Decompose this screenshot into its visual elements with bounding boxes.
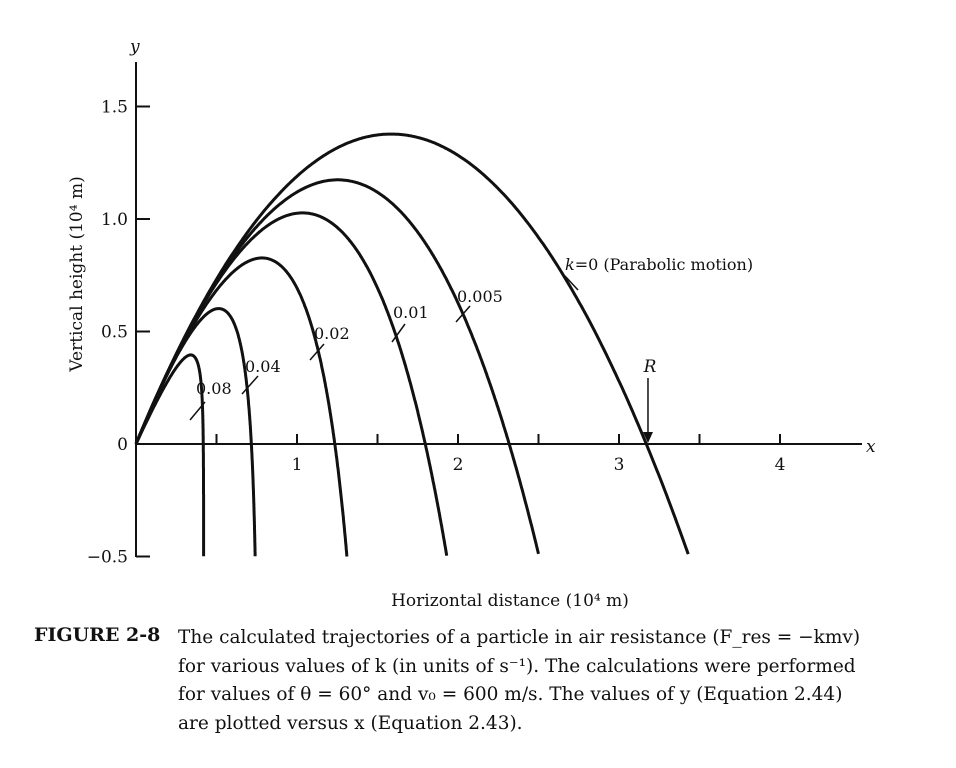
y-tick-label: 1.5 xyxy=(101,98,128,118)
x-tick-label: 2 xyxy=(453,455,464,475)
x-tick-label: 3 xyxy=(614,455,625,475)
series-leader-line xyxy=(391,323,406,343)
trajectory-k-0_02 xyxy=(134,256,349,557)
caption-line-1-text: The calculated trajectories of a particl… xyxy=(178,627,861,648)
y-tick-label: 1.0 xyxy=(101,210,128,230)
series-label: 0.02 xyxy=(314,324,350,343)
trajectory-k-0_04 xyxy=(134,307,257,557)
caption-line-1: The calculated trajectories of a particl… xyxy=(178,624,860,653)
caption-line-2: for various values of k (in units of s⁻¹… xyxy=(178,655,856,677)
range-arrow-head xyxy=(642,432,653,443)
caption-text: The calculated trajectories of a particl… xyxy=(178,624,860,738)
series-label: 0.04 xyxy=(245,357,281,376)
series-leader-line xyxy=(241,375,259,395)
trajectory-chart: y x Vertical height (10⁴ m) Horizontal d… xyxy=(67,37,876,611)
series-leader-line xyxy=(455,305,471,323)
trajectory-k-0_01 xyxy=(134,211,449,556)
y-tick-label: 0.5 xyxy=(101,323,128,343)
trajectory-k-0 xyxy=(134,132,690,555)
series-leader-line xyxy=(309,343,325,361)
y-axis-label: Vertical height (10⁴ m) xyxy=(67,176,87,372)
x-axis-symbol: x xyxy=(866,437,876,457)
x-axis-label: Horizontal distance (10⁴ m) xyxy=(391,591,629,611)
y-axis-symbol: y xyxy=(129,37,140,57)
series-label: k=0 (Parabolic motion) xyxy=(565,255,753,274)
series-label: 0.08 xyxy=(196,379,232,398)
x-tick-label: 1 xyxy=(292,455,303,475)
caption-line-4: are plotted versus x (Equation 2.43). xyxy=(178,712,523,734)
caption-line-3: for values of θ = 60° and v₀ = 600 m/s. … xyxy=(178,684,843,705)
series-leader-line xyxy=(189,401,206,421)
range-annotation-label: R xyxy=(643,357,657,377)
series-label: 0.005 xyxy=(457,287,503,306)
y-tick-label: 0 xyxy=(117,435,128,455)
series-label: 0.01 xyxy=(393,303,429,322)
series-leader-line xyxy=(564,275,579,291)
trajectory-k-0_005 xyxy=(134,178,540,555)
figure-label: FIGURE 2-8 xyxy=(34,624,161,646)
trajectory-k-0_08 xyxy=(134,353,206,557)
y-tick-label: −0.5 xyxy=(87,548,128,568)
x-tick-label: 4 xyxy=(775,455,786,475)
